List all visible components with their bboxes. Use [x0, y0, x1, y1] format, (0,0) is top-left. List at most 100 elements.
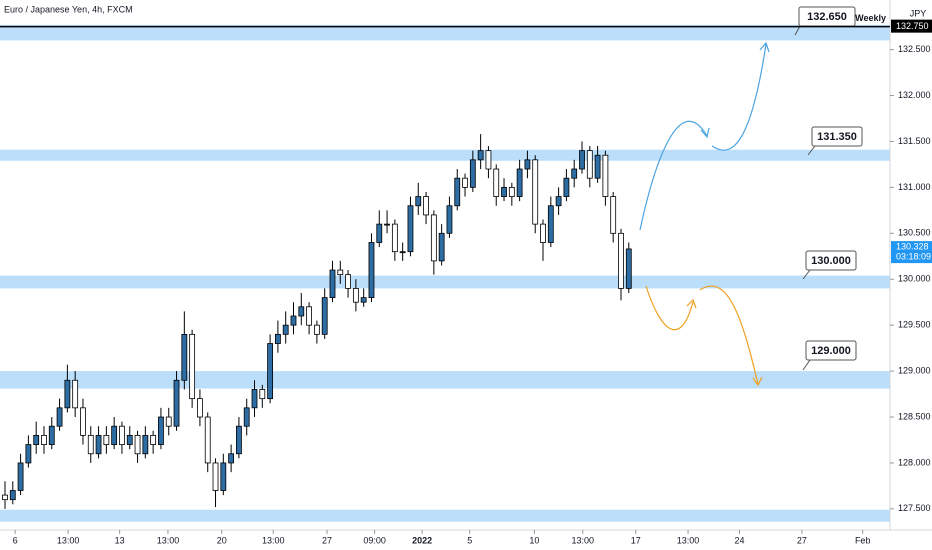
candle-body [376, 223, 383, 243]
y-tick-label: 129.000 [898, 365, 931, 375]
candle-body [501, 186, 507, 197]
candle-body [243, 407, 250, 427]
candle-body [142, 434, 149, 455]
callout: 130.000 [802, 250, 857, 280]
candle-body [220, 462, 227, 491]
callout-label: 130.000 [811, 255, 851, 267]
candle-body [454, 177, 461, 207]
candle-body [625, 248, 632, 289]
candle-body [2, 494, 8, 501]
candle-body [532, 159, 539, 225]
candle-body [181, 333, 188, 381]
x-tick-label: 27 [322, 535, 332, 545]
x-tick-label: 5 [467, 535, 472, 545]
x-tick-label: 13 [115, 535, 125, 545]
candle-body [95, 434, 102, 455]
candle-body [134, 434, 141, 455]
candle-body [189, 333, 196, 400]
candle-body [462, 177, 468, 188]
y-tick-label: 131.500 [898, 136, 931, 146]
candle-body [602, 154, 609, 197]
x-tick-label: 13:00 [677, 535, 700, 545]
candle-body [87, 434, 94, 455]
x-tick-label: 20 [217, 535, 227, 545]
candle-body [594, 154, 601, 179]
x-tick-label: Feb [855, 535, 871, 545]
candle-body [391, 223, 398, 253]
candle-body [618, 232, 624, 289]
candle-body [126, 434, 133, 445]
candle-body [290, 315, 297, 326]
candle-body [516, 168, 523, 197]
zone [0, 275, 890, 289]
candle-body [228, 453, 235, 464]
candle-body [555, 196, 562, 207]
candle-body [56, 407, 63, 427]
callout: 132.650 [794, 6, 856, 36]
candle-body [119, 425, 125, 445]
candle-body [9, 490, 16, 501]
zone [0, 24, 890, 41]
candle-body [72, 379, 79, 409]
candle-body [540, 223, 546, 243]
candle-body [313, 324, 320, 335]
y-tick-label: 130.500 [898, 228, 931, 238]
callout: 129.000 [802, 340, 857, 371]
candle-body [41, 434, 47, 445]
candle-body [360, 297, 367, 303]
candle-body [547, 205, 554, 243]
x-tick-label: 09:00 [363, 535, 386, 545]
candle-body [586, 150, 593, 179]
y-tick-label: 132.500 [898, 44, 931, 54]
weekly-label: Weekly [855, 13, 886, 23]
candle-body [329, 269, 336, 299]
x-tick-label: 24 [735, 535, 745, 545]
candle-body [477, 150, 484, 161]
candle-body [563, 177, 570, 197]
candle-body [197, 398, 203, 418]
candle-body [158, 416, 164, 445]
x-tick-label: 10 [529, 535, 539, 545]
y-tick-label: 128.500 [898, 411, 931, 421]
candle-body [48, 425, 55, 445]
candle-body [259, 389, 266, 400]
candle-body [321, 297, 328, 335]
countdown-label: 03:18:09 [896, 251, 931, 261]
y-tick-label: 128.000 [898, 457, 931, 467]
candle-body [399, 251, 406, 254]
candle-body [165, 416, 172, 427]
candle-body [485, 150, 492, 170]
candle-body [251, 389, 258, 409]
zone [0, 371, 890, 389]
candle-body [524, 159, 531, 170]
candle-body [204, 416, 211, 464]
x-tick-label: 13:00 [57, 535, 80, 545]
projection-arrows [639, 41, 770, 387]
chart-title: Euro / Japanese Yen, 4h, FXCM [4, 4, 133, 14]
candle-body [298, 306, 305, 317]
candle-body [306, 306, 312, 326]
candle-body [508, 186, 515, 197]
y-tick-label: 129.500 [898, 320, 931, 330]
candle-body [64, 379, 71, 409]
candle-body [236, 425, 242, 455]
callout-label: 129.000 [811, 345, 851, 357]
candle-body [446, 205, 453, 234]
candle-body [337, 269, 344, 276]
candle-body [267, 343, 274, 400]
price-tag-label: 130.328 [896, 241, 929, 251]
candle-body [579, 150, 585, 170]
candle-body [352, 288, 359, 303]
candle-body [415, 196, 422, 207]
x-tick-label: 2022 [412, 535, 432, 545]
candle-body [345, 274, 351, 289]
candle-body [33, 434, 40, 445]
callout: 131.350 [807, 126, 863, 156]
callout-label: 132.650 [807, 11, 847, 23]
x-tick-label: 27 [797, 535, 807, 545]
candle-body [17, 462, 24, 491]
x-tick-label: 13:00 [157, 535, 180, 545]
candle-body [103, 434, 110, 445]
zone [0, 149, 890, 161]
